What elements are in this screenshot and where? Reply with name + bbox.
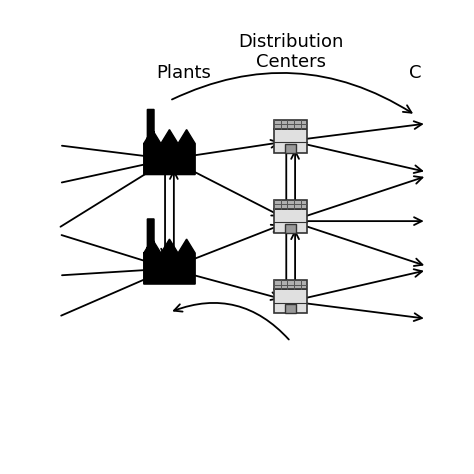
- Polygon shape: [144, 109, 195, 174]
- Bar: [285, 144, 296, 153]
- Bar: [274, 129, 307, 153]
- Text: C: C: [410, 64, 422, 82]
- Bar: [285, 224, 296, 233]
- Bar: [274, 119, 307, 129]
- Polygon shape: [144, 219, 195, 284]
- Bar: [274, 280, 307, 289]
- Bar: [274, 289, 307, 313]
- Bar: [274, 209, 307, 233]
- Text: Distribution
Centers: Distribution Centers: [238, 33, 343, 72]
- Bar: [285, 304, 296, 313]
- Text: Plants: Plants: [157, 64, 211, 82]
- Bar: [274, 200, 307, 209]
